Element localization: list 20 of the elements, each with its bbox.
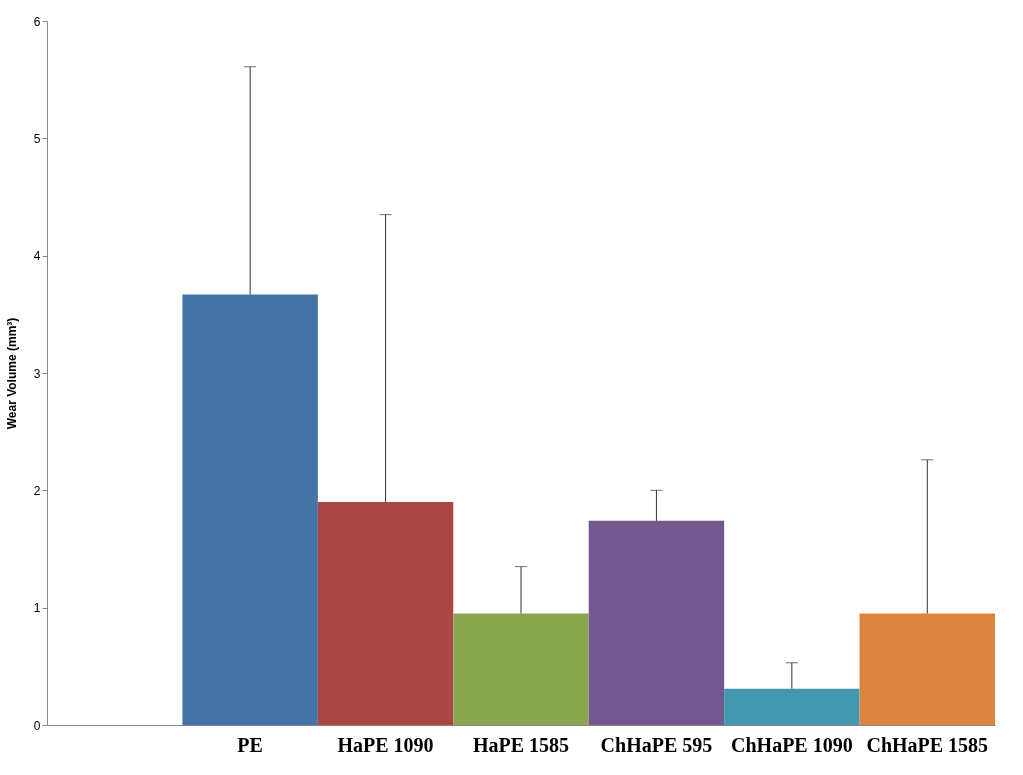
- x-tick-label: HaPE 1090: [337, 733, 434, 756]
- bar: [453, 613, 589, 725]
- y-tick-label: 5: [33, 131, 41, 146]
- bar: [724, 688, 860, 725]
- y-tick-label: 6: [33, 14, 41, 29]
- bar: [182, 294, 318, 725]
- x-tick-label: PE: [237, 733, 263, 756]
- y-tick-label: 4: [33, 249, 41, 264]
- y-tick-label: 2: [33, 483, 41, 498]
- y-tick-label: 0: [33, 718, 41, 733]
- bar: [317, 502, 454, 725]
- y-tick-label: 3: [33, 366, 41, 381]
- bar: [588, 520, 725, 725]
- x-tick-label: ChHaPE 1090: [731, 733, 853, 756]
- y-axis-title: Wear Volume (mm³): [4, 317, 19, 430]
- x-tick-label: HaPE 1585: [472, 733, 570, 756]
- bar: [859, 613, 995, 725]
- x-tick-label: ChHaPE 1585: [866, 733, 989, 756]
- x-tick-label: ChHaPE 595: [600, 733, 713, 756]
- y-tick-label: 1: [33, 601, 41, 616]
